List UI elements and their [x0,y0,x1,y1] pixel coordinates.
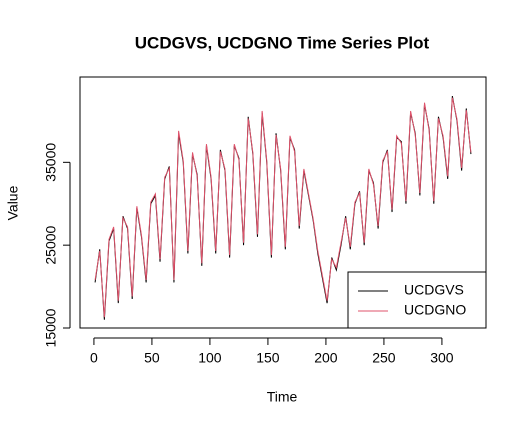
legend-label: UCDGVS [404,282,464,298]
chart-title: UCDGVS, UCDGNO Time Series Plot [135,33,430,52]
x-tick-label: 300 [430,350,454,366]
x-tick-label: 100 [198,350,222,366]
x-tick-label: 0 [90,350,98,366]
x-tick-label: 50 [144,350,160,366]
series-line [94,97,472,318]
legend-label: UCDGNO [404,302,466,318]
y-tick-label: 35000 [43,143,59,182]
x-axis-label: Time [267,389,298,405]
x-tick-label: 250 [372,350,396,366]
y-tick-label: 15000 [43,308,59,347]
legend-box [347,271,487,329]
x-tick-label: 200 [314,350,338,366]
plot-box [79,76,487,329]
y-axis-label: Value [5,185,21,220]
y-tick-label: 25000 [43,225,59,264]
x-tick-label: 150 [256,350,280,366]
